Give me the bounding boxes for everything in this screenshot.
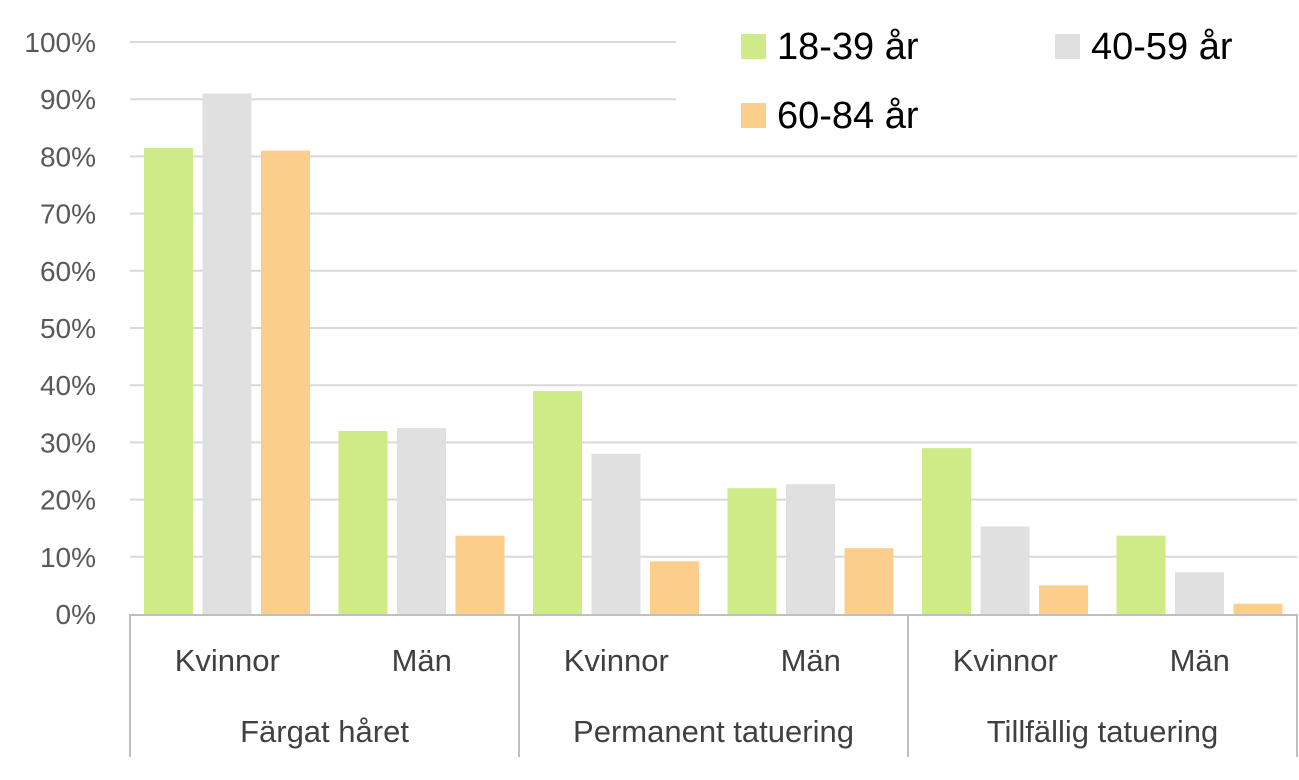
legend-label: 18-39 år: [777, 26, 919, 68]
bar: [261, 150, 310, 614]
bar: [397, 428, 446, 614]
group-label: Tillfällig tatuering: [987, 714, 1218, 749]
bar: [591, 453, 641, 614]
category-label: Män: [392, 643, 452, 678]
category-label: Kvinnor: [175, 643, 280, 678]
bar: [1175, 572, 1224, 614]
y-tick-label: 10%: [40, 542, 96, 573]
y-tick-label: 60%: [40, 256, 96, 287]
bar: [650, 561, 699, 614]
legend-label: 60-84 år: [777, 95, 919, 137]
y-tick-label: 40%: [40, 370, 96, 401]
bar: [980, 526, 1030, 614]
group-label: Färgat håret: [240, 714, 409, 749]
legend: 18-39 år 40-59 år 60-84 år: [741, 26, 1233, 137]
bar: [727, 488, 777, 614]
bar: [922, 448, 971, 614]
bar: [144, 147, 193, 614]
y-tick-label: 80%: [40, 141, 96, 172]
y-tick-label: 0%: [56, 599, 96, 630]
category-label: Män: [1170, 643, 1230, 678]
bars: [144, 93, 1283, 615]
bar: [455, 535, 505, 614]
bar: [786, 484, 835, 614]
y-tick-label: 20%: [40, 485, 96, 516]
category-label: Kvinnor: [564, 643, 669, 678]
bar: [533, 390, 582, 614]
y-tick-label: 50%: [40, 313, 96, 344]
y-tick-label: 90%: [40, 84, 96, 115]
bar: [844, 548, 894, 614]
y-axis-ticks: 0% 10% 20% 30% 40% 50% 60% 70% 80% 90% 100%: [24, 27, 96, 630]
gridlines: [130, 41, 1297, 558]
legend-swatch: [741, 34, 766, 59]
y-tick-label: 70%: [40, 199, 96, 230]
x-axis: Kvinnor Män Färgat håret Kvinnor Män Permanen…: [129, 614, 1298, 757]
bar: [202, 93, 252, 615]
legend-swatch: [741, 103, 766, 128]
legend-swatch: [1055, 34, 1080, 59]
bar: [338, 430, 388, 614]
group-label: Permanent tatuering: [573, 714, 854, 749]
y-tick-label: 30%: [40, 427, 96, 458]
category-label: Män: [781, 643, 841, 678]
category-label: Kvinnor: [953, 643, 1058, 678]
bar: [1116, 535, 1166, 614]
bar: [1233, 603, 1283, 614]
bar: [1039, 585, 1088, 614]
legend-label: 40-59 år: [1091, 26, 1233, 68]
y-tick-label: 100%: [24, 27, 96, 58]
